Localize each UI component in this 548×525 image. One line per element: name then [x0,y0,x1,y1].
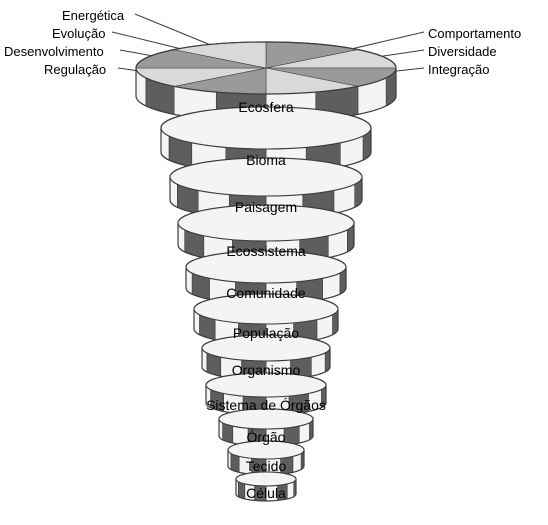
level-label-1: Bioma [246,152,286,168]
level-label-8: Órgão [247,429,286,445]
level-label-2: Paisagem [235,199,297,215]
level-label-9: Tecido [246,458,286,474]
cone-svg [0,0,548,525]
top-label-left-2: Desenvolvimento [4,44,104,59]
top-label-left-0: Energética [62,8,124,23]
level-label-10: Célula [246,485,286,501]
level-label-6: Organismo [232,362,300,378]
ecology-cone-diagram [0,0,548,525]
top-label-right-0: Comportamento [428,26,521,41]
level-label-7: Sistema de Órgãos [206,397,326,413]
top-label-left-3: Regulação [44,62,106,77]
level-label-0: Ecosfera [238,99,293,115]
level-label-5: População [233,325,299,341]
top-label-right-1: Diversidade [428,44,497,59]
level-label-3: Ecossistema [226,243,305,259]
top-label-right-2: Integração [428,62,489,77]
top-label-left-1: Evolução [52,26,105,41]
level-label-4: Comunidade [226,285,305,301]
